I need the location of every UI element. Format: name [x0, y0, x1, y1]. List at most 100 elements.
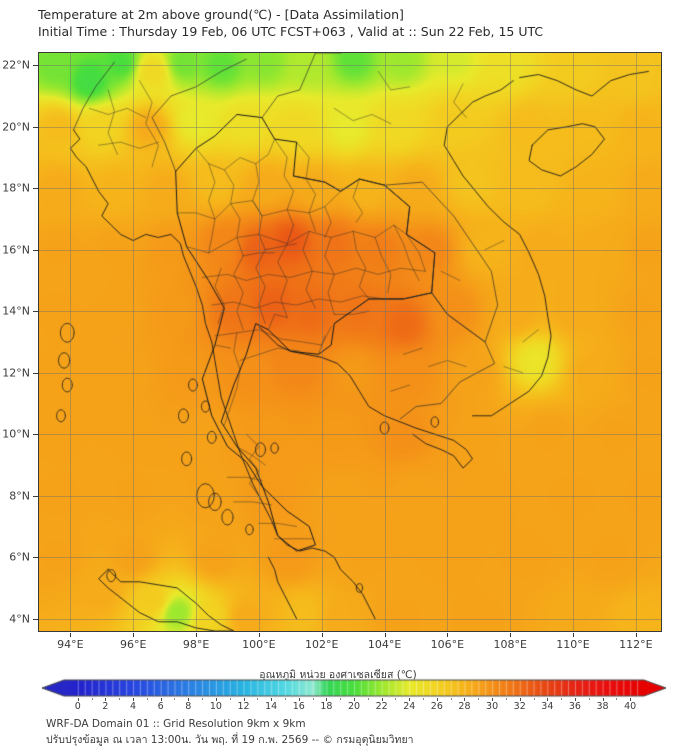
gridline-longitude	[133, 53, 135, 631]
colorbar-tick-major	[105, 698, 107, 701]
colorbar-tick-label: 24	[403, 701, 416, 712]
y-axis-tick	[33, 311, 38, 313]
x-axis-tick	[258, 633, 260, 637]
figure-subtitle: Initial Time : Thursday 19 Feb, 06 UTC F…	[38, 24, 544, 39]
colorbar-tick-label: 20	[347, 701, 361, 712]
gridline-latitude	[39, 249, 661, 251]
x-axis-tick	[70, 633, 72, 637]
temperature-field-canvas	[39, 53, 661, 631]
colorbar-tick-minor	[616, 698, 618, 700]
gridline-latitude	[39, 65, 661, 67]
x-axis-tick	[573, 633, 575, 637]
y-axis-tick	[33, 618, 38, 620]
colorbar-tick-minor	[505, 698, 507, 700]
colorbar-tick-label: 14	[265, 701, 278, 712]
colorbar-tick-major	[492, 698, 494, 701]
x-axis-tick	[384, 633, 386, 637]
map-plot-area[interactable]	[38, 52, 662, 632]
colorbar-tick-major	[188, 698, 190, 701]
x-axis-tick	[133, 633, 135, 637]
figure-header: Temperature at 2m above ground(℃) - [Dat…	[38, 6, 658, 40]
y-axis-tick	[33, 126, 38, 128]
y-axis-label: 16°N	[2, 243, 30, 257]
gridline-latitude	[39, 434, 661, 436]
gridline-longitude	[196, 53, 198, 631]
colorbar-tick-label: 22	[375, 701, 388, 712]
colorbar-tick-label: 12	[237, 701, 250, 712]
colorbar-tick-major	[354, 698, 355, 701]
gridline-longitude	[573, 53, 575, 631]
colorbar-tick-minor	[146, 698, 148, 700]
colorbar-gradient	[42, 678, 666, 698]
colorbar-tick-major	[271, 698, 273, 701]
y-axis-label: 14°N	[2, 304, 30, 318]
y-axis-label: 4°N	[9, 612, 30, 626]
colorbar-tick-minor	[588, 698, 590, 700]
colorbar-tick-minor	[395, 698, 397, 700]
colorbar-tick-label: 26	[430, 701, 443, 712]
gridline-longitude	[384, 53, 386, 631]
x-axis-label: 106°E	[430, 638, 465, 651]
y-axis-tick	[33, 249, 38, 251]
colorbar-tick-label: 4	[130, 701, 137, 712]
colorbar-tick-label: 38	[596, 701, 609, 712]
y-axis-tick	[33, 557, 38, 559]
gridline-longitude	[321, 53, 323, 631]
colorbar-tick-minor	[91, 698, 93, 700]
x-axis-label: 98°E	[182, 638, 210, 651]
colorbar-tick-label: 8	[185, 701, 192, 712]
colorbar-tick-label: 18	[320, 701, 333, 712]
colorbar-tick-label: 0	[74, 701, 81, 712]
colorbar[interactable]	[42, 678, 666, 698]
colorbar-tick-minor	[533, 698, 535, 700]
figure-title: Temperature at 2m above ground(℃) - [Dat…	[38, 7, 404, 22]
colorbar-tick-minor	[284, 698, 286, 700]
y-axis-label: 8°N	[9, 489, 30, 503]
y-axis-label: 6°N	[9, 550, 30, 564]
colorbar-tick-minor	[340, 698, 342, 700]
colorbar-tick-label: 10	[209, 701, 222, 712]
gridline-longitude	[447, 53, 449, 631]
colorbar-tick-major	[602, 698, 604, 701]
y-axis-label: 20°N	[2, 120, 30, 134]
x-axis-tick	[510, 633, 512, 637]
x-axis-tick	[635, 633, 637, 637]
colorbar-tick-minor	[229, 698, 231, 700]
gridline-latitude	[39, 495, 661, 497]
colorbar-tick-label: 6	[157, 701, 164, 712]
colorbar-tick-major	[409, 698, 411, 701]
colorbar-tick-major	[381, 698, 383, 701]
colorbar-tick-label: 36	[568, 701, 581, 712]
gridline-latitude	[39, 188, 661, 190]
y-axis-tick	[33, 495, 38, 497]
colorbar-tick-major	[77, 698, 79, 701]
x-axis-label: 102°E	[304, 638, 339, 651]
gridline-longitude	[635, 53, 637, 631]
colorbar-tick-label: 2	[102, 701, 109, 712]
y-axis-tick	[33, 188, 38, 190]
x-axis-label: 104°E	[367, 638, 402, 651]
colorbar-tick-label: 34	[541, 701, 554, 712]
gridline-latitude	[39, 126, 661, 128]
y-axis-tick	[33, 65, 38, 67]
colorbar-tick-major	[215, 698, 217, 701]
x-axis-label: 110°E	[556, 638, 590, 651]
gridline-latitude	[39, 372, 661, 374]
colorbar-tick-minor	[450, 698, 452, 700]
y-axis-label: 10°N	[2, 427, 30, 441]
colorbar-tick-major	[519, 698, 521, 701]
footer-domain-info: WRF-DA Domain 01 :: Grid Resolution 9km …	[46, 718, 306, 730]
colorbar-tick-minor	[478, 698, 480, 700]
colorbar-tick-minor	[423, 698, 425, 700]
y-axis-label: 18°N	[2, 181, 30, 195]
y-axis-tick	[33, 434, 38, 436]
gridline-longitude	[258, 53, 260, 631]
footer-credit: ปรับปรุงข้อมูล ณ เวลา 13:00น. วัน พฤ. ที…	[46, 734, 414, 746]
y-axis-tick	[33, 372, 38, 374]
y-axis-label: 22°N	[2, 58, 30, 72]
colorbar-tick-major	[436, 698, 438, 701]
colorbar-tick-label: 16	[292, 701, 305, 712]
colorbar-tick-major	[133, 698, 135, 701]
colorbar-tick-label: 32	[513, 701, 526, 712]
